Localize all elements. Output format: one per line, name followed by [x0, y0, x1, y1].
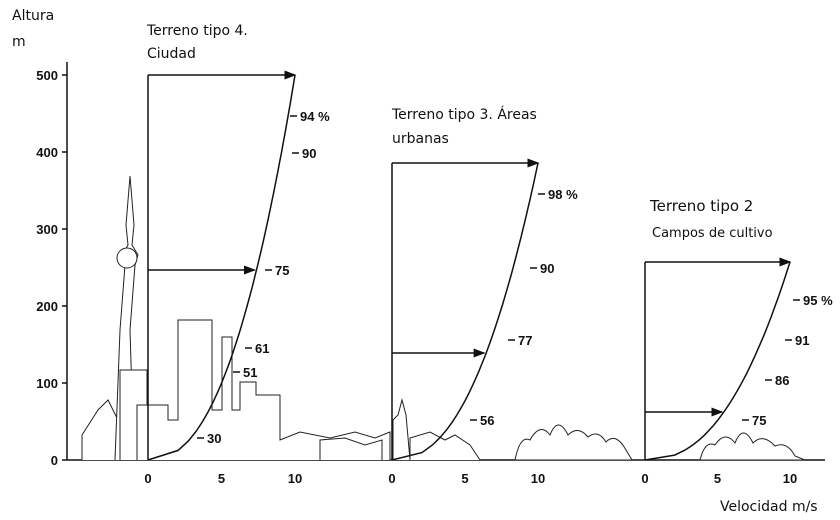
- x-title: Velocidad m/s: [720, 499, 818, 515]
- wind-profile-curve: [644, 261, 791, 461]
- profile-title: Terreno tipo 4.: [146, 23, 248, 39]
- percent-label: 90: [302, 146, 316, 161]
- percent-label: 90: [540, 261, 554, 276]
- profile-title: Terreno tipo 3. Áreas: [391, 106, 537, 123]
- percent-label: 75: [275, 263, 289, 278]
- percent-label: 56: [480, 413, 494, 428]
- percent-label: 86: [775, 373, 789, 388]
- x-tick-label: 5: [218, 471, 225, 486]
- percent-label: 95 %: [803, 293, 833, 308]
- x-tick-label: 0: [144, 471, 151, 486]
- x-tick-label: 10: [531, 471, 545, 486]
- skyline: [81, 175, 806, 461]
- x-tick-label: 10: [288, 471, 302, 486]
- y-tick-label: 500: [36, 68, 58, 83]
- percent-label: 51: [243, 365, 257, 380]
- y-tick-label: 400: [36, 145, 58, 160]
- y-title: Altura: [12, 8, 54, 24]
- percent-label: 91: [795, 333, 809, 348]
- y-tick-label: 300: [36, 222, 58, 237]
- percent-label: 75: [752, 413, 766, 428]
- percent-label: 61: [255, 341, 269, 356]
- percent-label: 98 %: [548, 187, 578, 202]
- y-tick-label: 0: [51, 453, 58, 468]
- profile-title: urbanas: [392, 131, 449, 147]
- wind-profile-curve: [391, 162, 539, 461]
- y-tick-label: 200: [36, 299, 58, 314]
- x-tick-label: 5: [461, 471, 468, 486]
- y-tick-label: 100: [36, 376, 58, 391]
- profile-title: Campos de cultivo: [652, 226, 773, 241]
- x-tick-label: 5: [714, 471, 721, 486]
- percent-label: 77: [518, 333, 532, 348]
- x-tick-label: 10: [783, 471, 797, 486]
- x-tick-label: 0: [641, 471, 648, 486]
- profile-title: Terreno tipo 2: [649, 197, 753, 215]
- x-tick-label: 0: [388, 471, 395, 486]
- wind-profile-curve: [147, 74, 296, 461]
- percent-label: 94 %: [300, 109, 330, 124]
- profile-title: Ciudad: [147, 46, 196, 62]
- percent-label: 30: [207, 431, 221, 446]
- y-unit: m: [12, 34, 26, 50]
